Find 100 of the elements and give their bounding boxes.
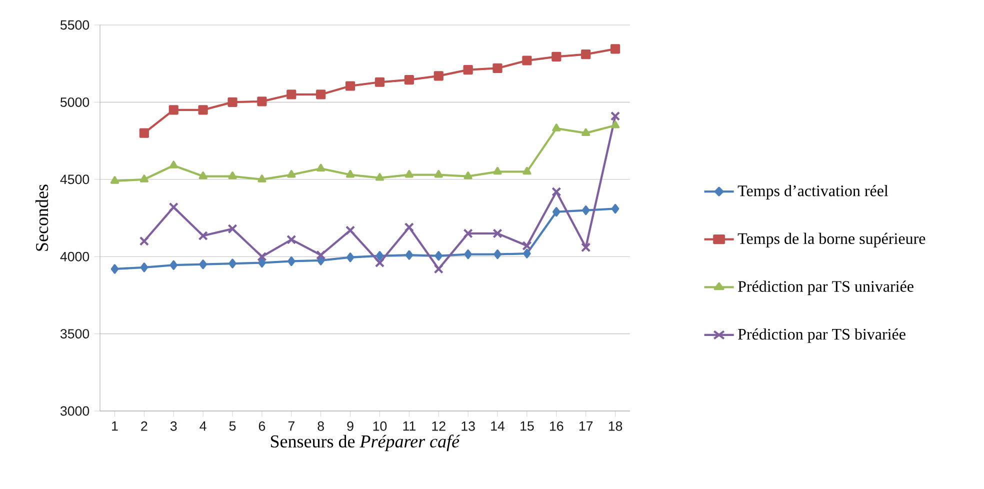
legend-label: Prédiction par TS bivariée — [738, 328, 906, 343]
point — [492, 228, 502, 238]
point — [552, 207, 560, 217]
point — [228, 258, 236, 268]
point — [258, 174, 266, 182]
x-tick-label: 17 — [579, 421, 593, 431]
x-tick-label: 9 — [347, 421, 354, 431]
point — [140, 174, 148, 182]
point — [610, 111, 620, 121]
point — [316, 90, 326, 100]
x-tick-label: 6 — [258, 421, 266, 431]
x-tick-label: 4 — [200, 421, 206, 431]
point — [346, 252, 354, 262]
y-tick-label: 4000 — [60, 252, 90, 262]
point — [140, 262, 148, 272]
y-tick-label: 5500 — [60, 20, 90, 30]
point — [434, 71, 444, 81]
point — [375, 173, 384, 181]
point — [257, 252, 267, 262]
point — [286, 90, 296, 100]
y-tick-label: 4500 — [60, 174, 90, 184]
point — [464, 172, 472, 180]
point — [581, 50, 591, 60]
x-tick-label: 10 — [373, 421, 387, 431]
point — [493, 166, 502, 175]
point — [522, 56, 532, 66]
point — [169, 160, 178, 168]
x-tick-label: 18 — [608, 421, 622, 431]
point — [198, 105, 208, 115]
point — [316, 250, 326, 260]
point — [198, 230, 208, 241]
point — [374, 77, 385, 87]
y-tick-label: 3500 — [60, 329, 90, 339]
legend-label: Prédiction par TS univariée — [738, 280, 914, 296]
x-tick-label: 2 — [141, 421, 148, 431]
legend-label: Temps d’activation réel — [738, 184, 888, 200]
y-tick-label: 5000 — [60, 97, 90, 107]
point — [434, 251, 442, 261]
point — [139, 236, 150, 246]
point — [316, 256, 325, 266]
x-tick-label: 15 — [520, 421, 534, 431]
point — [464, 249, 472, 260]
point — [552, 124, 561, 132]
x-tick-label: 7 — [288, 421, 294, 431]
point — [110, 176, 120, 184]
point — [405, 250, 414, 260]
point — [463, 228, 473, 238]
point — [580, 242, 591, 252]
point — [228, 97, 238, 107]
point — [522, 166, 532, 175]
point — [168, 105, 178, 115]
point — [257, 96, 267, 106]
x-tick-label: 16 — [550, 421, 564, 431]
point — [170, 260, 178, 270]
point — [258, 258, 266, 268]
point — [287, 170, 296, 178]
point — [610, 120, 620, 128]
point — [434, 264, 444, 274]
point — [404, 170, 414, 178]
x-tick-label: 12 — [432, 421, 446, 431]
point — [376, 251, 384, 261]
point — [552, 52, 562, 62]
point — [288, 256, 296, 266]
point — [552, 186, 562, 197]
point — [492, 63, 502, 74]
point — [494, 249, 502, 260]
x-axis-title: Senseurs de Préparer café — [271, 434, 460, 452]
x-tick-label: 1 — [112, 421, 118, 431]
point — [286, 234, 296, 244]
point — [316, 164, 326, 172]
point — [168, 202, 178, 212]
point — [374, 258, 385, 268]
point — [404, 75, 414, 85]
point — [110, 264, 119, 274]
point — [345, 81, 356, 91]
point — [228, 172, 237, 180]
point — [228, 224, 238, 234]
point — [434, 170, 443, 178]
y-axis-title: Secondes — [35, 184, 48, 251]
point — [139, 128, 149, 138]
y-tick-label: 3000 — [60, 406, 90, 416]
point — [522, 240, 532, 251]
x-tick-label: 3 — [170, 421, 177, 431]
x-tick-label: 5 — [229, 421, 236, 431]
legend-label: Temps de la borne supérieure — [738, 232, 926, 248]
point — [610, 44, 620, 54]
x-tick-label: 11 — [403, 421, 416, 431]
point — [523, 248, 531, 258]
point — [611, 204, 620, 214]
point — [582, 205, 590, 216]
x-tick-label: 8 — [318, 421, 324, 431]
point — [404, 222, 414, 232]
point — [345, 226, 356, 236]
x-tick-label: 14 — [491, 421, 505, 431]
x-tick-label: 13 — [462, 421, 475, 431]
point — [346, 170, 355, 178]
point — [199, 260, 207, 270]
point — [198, 172, 208, 180]
point — [582, 128, 590, 136]
point — [463, 64, 473, 75]
